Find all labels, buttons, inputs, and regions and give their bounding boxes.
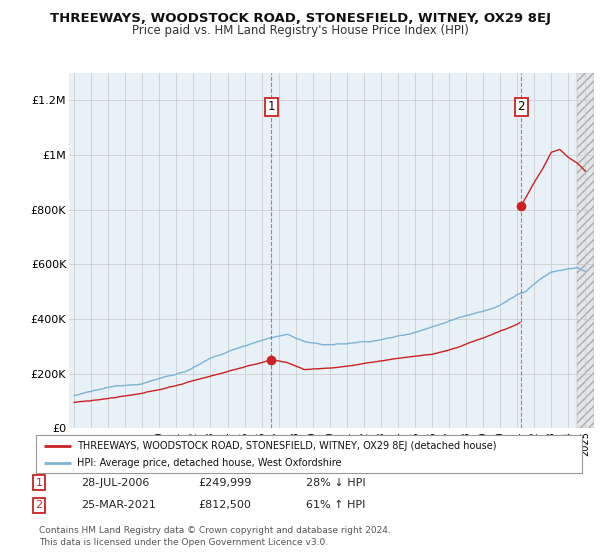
Text: 61% ↑ HPI: 61% ↑ HPI [306, 500, 365, 510]
Text: Price paid vs. HM Land Registry's House Price Index (HPI): Price paid vs. HM Land Registry's House … [131, 24, 469, 36]
Text: THREEWAYS, WOODSTOCK ROAD, STONESFIELD, WITNEY, OX29 8EJ: THREEWAYS, WOODSTOCK ROAD, STONESFIELD, … [49, 12, 551, 25]
Text: 1: 1 [268, 100, 275, 114]
Text: 1: 1 [35, 478, 43, 488]
Bar [577, 73, 594, 428]
Text: THREEWAYS, WOODSTOCK ROAD, STONESFIELD, WITNEY, OX29 8EJ (detached house): THREEWAYS, WOODSTOCK ROAD, STONESFIELD, … [77, 441, 496, 451]
Text: 28-JUL-2006: 28-JUL-2006 [81, 478, 149, 488]
Text: Contains HM Land Registry data © Crown copyright and database right 2024.
This d: Contains HM Land Registry data © Crown c… [39, 526, 391, 547]
Text: £249,999: £249,999 [198, 478, 251, 488]
Text: £812,500: £812,500 [198, 500, 251, 510]
Text: HPI: Average price, detached house, West Oxfordshire: HPI: Average price, detached house, West… [77, 458, 341, 468]
Text: 2: 2 [517, 100, 525, 114]
Bar [577, 73, 594, 428]
Text: 28% ↓ HPI: 28% ↓ HPI [306, 478, 365, 488]
Text: 25-MAR-2021: 25-MAR-2021 [81, 500, 156, 510]
Text: 2: 2 [35, 500, 43, 510]
